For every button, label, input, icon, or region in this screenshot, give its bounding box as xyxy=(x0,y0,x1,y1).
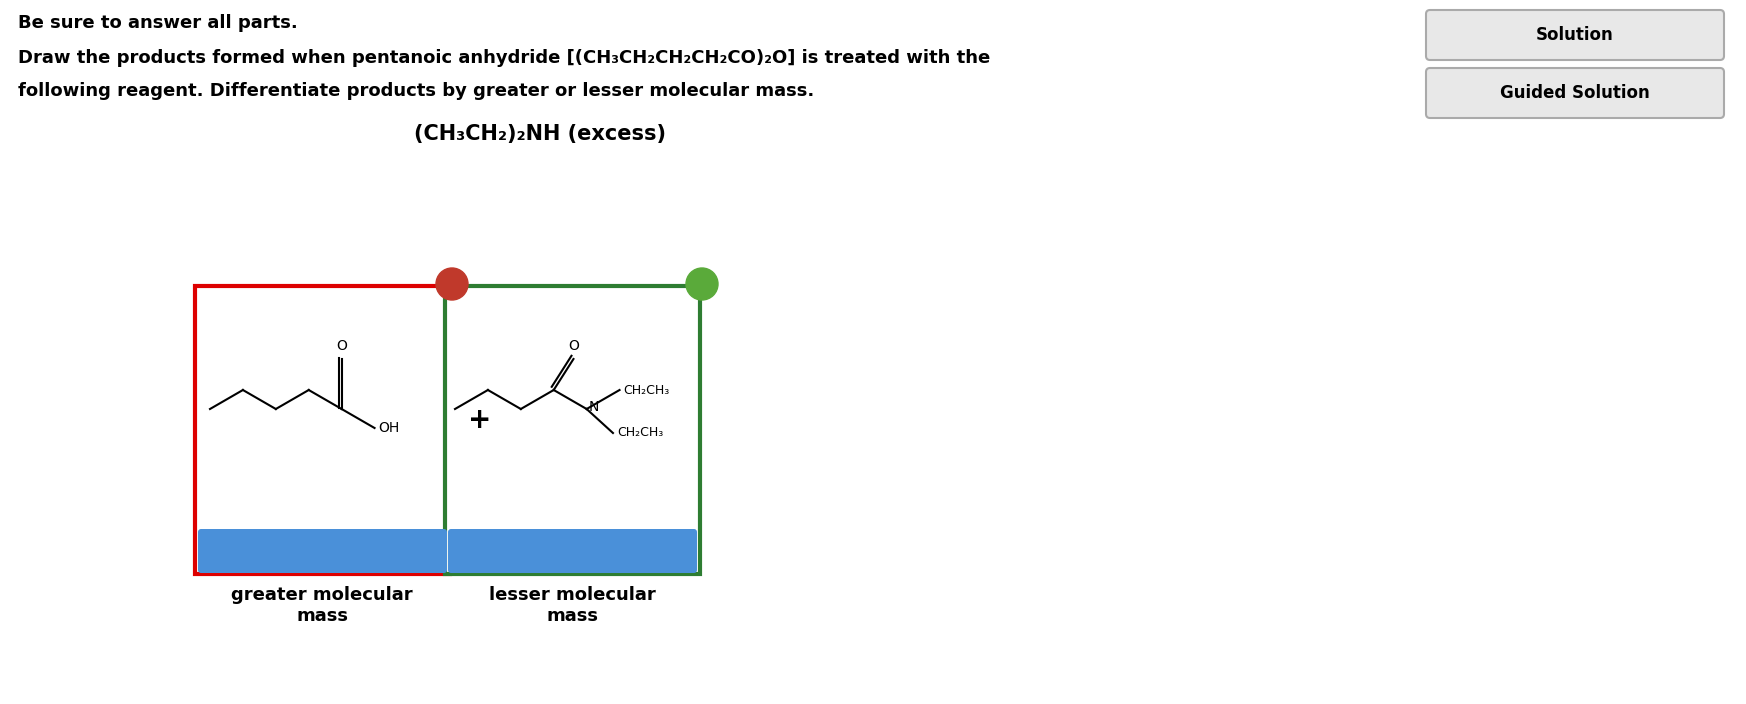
Text: Solution: Solution xyxy=(1536,26,1613,44)
Text: ✓: ✓ xyxy=(695,275,709,293)
Text: O: O xyxy=(337,339,347,353)
Text: following reagent. Differentiate products by greater or lesser molecular mass.: following reagent. Differentiate product… xyxy=(17,82,814,100)
Text: CH₂CH₃: CH₂CH₃ xyxy=(623,384,670,396)
Text: lesser molecular
mass: lesser molecular mass xyxy=(489,586,655,625)
Text: O: O xyxy=(567,339,580,353)
Bar xyxy=(196,286,450,574)
Text: +: + xyxy=(468,406,492,434)
FancyBboxPatch shape xyxy=(1426,10,1723,60)
Text: CH₂CH₃: CH₂CH₃ xyxy=(616,427,663,439)
Text: view structure: view structure xyxy=(260,543,384,558)
Bar xyxy=(445,286,700,574)
Text: Draw the products formed when pentanoic anhydride [(CH₃CH₂CH₂CH₂CO)₂O] is treate: Draw the products formed when pentanoic … xyxy=(17,49,990,67)
Text: (CH₃CH₂)₂NH (excess): (CH₃CH₂)₂NH (excess) xyxy=(414,124,665,144)
Text: Guided Solution: Guided Solution xyxy=(1500,84,1650,102)
Text: N: N xyxy=(588,400,599,414)
Circle shape xyxy=(686,268,718,300)
Text: OH: OH xyxy=(379,421,400,435)
Circle shape xyxy=(436,268,468,300)
FancyBboxPatch shape xyxy=(449,529,697,573)
Text: ✕: ✕ xyxy=(445,277,459,291)
Text: greater molecular
mass: greater molecular mass xyxy=(230,586,412,625)
Text: Be sure to answer all parts.: Be sure to answer all parts. xyxy=(17,14,299,32)
FancyBboxPatch shape xyxy=(1426,68,1723,118)
FancyBboxPatch shape xyxy=(197,529,447,573)
Text: view structure: view structure xyxy=(510,543,636,558)
